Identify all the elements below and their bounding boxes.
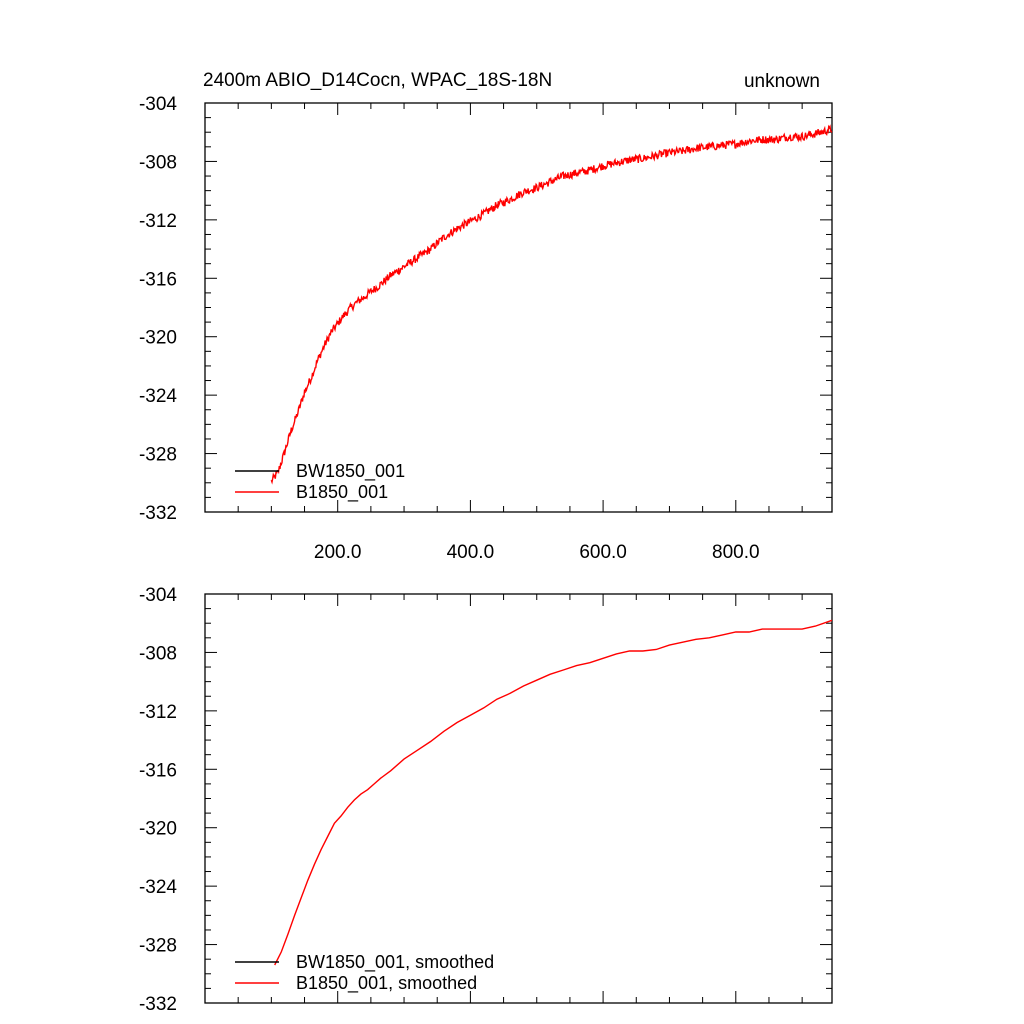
top-panel: -304 -308 -312 -316 -320 -324 -328 -332 200.0 400… — [139, 94, 833, 563]
legend-label: B1850_001, smoothed — [296, 973, 477, 994]
y-tick-label: -324 — [139, 386, 177, 407]
y-tick-label: -328 — [139, 936, 177, 957]
series-line-b1850-001 — [270, 124, 833, 485]
series-line-b1850-001-smoothed — [274, 619, 833, 966]
y-tick-label: -316 — [139, 760, 177, 781]
y-tick-label: -316 — [139, 269, 177, 290]
x-tick-label: 400.0 — [447, 542, 495, 563]
y-tick-label: -308 — [139, 643, 177, 664]
y-tick-label: -320 — [139, 819, 177, 840]
y-tick-label: -312 — [139, 211, 177, 232]
plot-frame — [204, 102, 833, 513]
y-tick-label: -320 — [139, 328, 177, 349]
legend-label: B1850_001 — [296, 482, 388, 503]
y-tick-label: -312 — [139, 702, 177, 723]
y-tick-label: -304 — [139, 94, 177, 115]
legend-label: BW1850_001, smoothed — [296, 952, 494, 973]
x-tick-label: 600.0 — [579, 542, 627, 563]
x-tick-label: 800.0 — [712, 542, 760, 563]
legend-label: BW1850_001 — [296, 461, 405, 482]
bottom-panel: -304 -308 -312 -316 -320 -324 -328 -332 BW1850_0… — [139, 585, 833, 1015]
y-tick-label: -332 — [139, 994, 177, 1015]
chart-title: 2400m ABIO_D14Cocn, WPAC_18S-18N — [203, 70, 552, 91]
y-tick-label: -328 — [139, 445, 177, 466]
y-tick-label: -308 — [139, 152, 177, 173]
y-tick-label: -304 — [139, 585, 177, 606]
y-tick-label: -324 — [139, 877, 177, 898]
x-tick-label: 200.0 — [314, 542, 362, 563]
y-tick-label: -332 — [139, 503, 177, 524]
chart-right-label: unknown — [744, 71, 820, 92]
plot-frame — [204, 593, 833, 1004]
